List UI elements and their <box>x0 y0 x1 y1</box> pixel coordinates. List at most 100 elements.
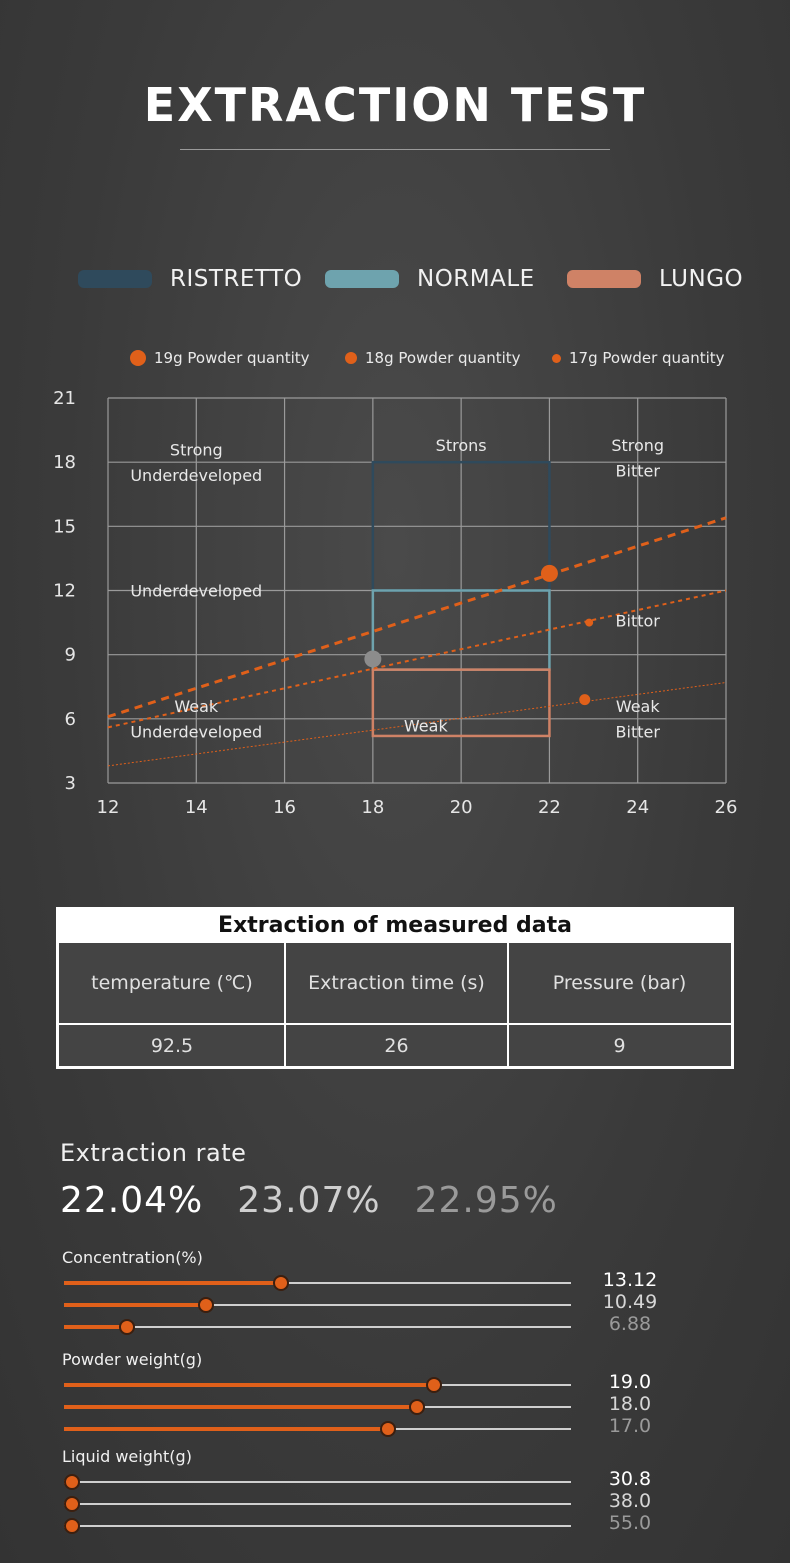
x-tick-label: 16 <box>273 797 296 818</box>
table-cell-time: 26 <box>384 1034 409 1057</box>
y-tick-label: 12 <box>53 581 76 602</box>
legend-label: NORMALE <box>417 266 535 292</box>
zone-label: Bitter <box>616 462 661 481</box>
x-tick-label: 24 <box>626 797 649 818</box>
table-divider <box>284 943 286 1066</box>
slider-track[interactable] <box>64 1518 571 1534</box>
page-title: EXTRACTION TEST <box>143 78 647 132</box>
slider-handle[interactable] <box>64 1474 81 1490</box>
zone-label: Weak <box>404 716 449 735</box>
zone-label: Underdeveloped <box>130 582 262 601</box>
x-tick-label: 14 <box>185 797 208 818</box>
zone-label: Weak <box>174 697 219 716</box>
slider-handle[interactable] <box>197 1297 214 1313</box>
legend-item-lungo: LUNGO <box>567 266 743 292</box>
slider-track[interactable] <box>64 1399 571 1415</box>
zone-label: Strong <box>611 436 664 455</box>
slider-fill <box>64 1405 417 1409</box>
zone-label: Strons <box>436 436 487 455</box>
legend-label: RISTRETTO <box>170 266 303 292</box>
slider-group-title: Powder weight(g) <box>62 1350 203 1369</box>
zone-label: Underdeveloped <box>130 466 262 485</box>
dot-icon <box>130 350 146 366</box>
slider-value: 17.0 <box>608 1415 652 1437</box>
extraction-chart: 12 14 16 18 20 22 24 26 3 6 9 12 15 18 21 Strong Underde… <box>53 388 738 818</box>
y-tick-label: 18 <box>53 452 76 473</box>
extraction-rate-title: Extraction rate <box>60 1139 247 1167</box>
slider-handle[interactable] <box>119 1319 136 1335</box>
dot-icon <box>345 352 357 364</box>
slider-handle[interactable] <box>379 1421 396 1437</box>
y-tick-label: 21 <box>53 388 76 409</box>
legend-swatch-ristretto <box>78 270 152 288</box>
slider-track[interactable] <box>64 1474 571 1490</box>
slider-group-title: Concentration(%) <box>62 1248 203 1267</box>
slider-fill <box>64 1383 435 1387</box>
slider-fill <box>64 1303 206 1307</box>
legend-item-normale: NORMALE <box>325 266 535 292</box>
table-header-pressure: Pressure (bar) <box>552 972 687 994</box>
slider-value: 10.49 <box>602 1291 658 1313</box>
table-divider <box>59 1023 731 1025</box>
slider-value: 30.8 <box>608 1468 652 1490</box>
data-point <box>579 694 591 706</box>
legend-swatch-lungo <box>567 270 641 288</box>
y-tick-label: 15 <box>53 516 76 537</box>
extraction-rate-17g: 22.95% <box>414 1180 558 1221</box>
slider-value: 55.0 <box>608 1512 652 1534</box>
slider-track[interactable] <box>64 1377 571 1393</box>
slider-track[interactable] <box>64 1496 571 1512</box>
table-title: Extraction of measured data <box>218 913 572 938</box>
zone-label: Weak <box>616 697 661 716</box>
table-header-temperature: temperature (℃) <box>91 972 253 994</box>
powder-legend-18g: 18g Powder quantity <box>345 349 521 367</box>
slider-value: 38.0 <box>608 1490 652 1512</box>
legend-swatch-normale <box>325 270 399 288</box>
zone-label: Underdeveloped <box>130 723 262 742</box>
slider-handle[interactable] <box>408 1399 425 1415</box>
title-divider <box>180 149 610 150</box>
slider-track[interactable] <box>64 1275 571 1291</box>
zone-label: Strong <box>170 440 223 459</box>
powder-legend: 19g Powder quantity 18g Powder quantity … <box>0 348 790 372</box>
powder-legend-label: 19g Powder quantity <box>154 349 310 367</box>
slider-value: 18.0 <box>608 1393 652 1415</box>
table-header-time: Extraction time (s) <box>308 972 485 994</box>
x-tick-label: 12 <box>97 797 120 818</box>
slider-handle[interactable] <box>64 1518 81 1534</box>
zone-label: Bittor <box>616 611 661 630</box>
table-cell-pressure: 9 <box>613 1034 626 1057</box>
data-point <box>540 564 558 582</box>
slider-track[interactable] <box>64 1421 571 1437</box>
slider-track[interactable] <box>64 1319 571 1335</box>
slider-value: 6.88 <box>608 1313 652 1335</box>
dot-icon <box>552 353 561 363</box>
slider-handle[interactable] <box>64 1496 81 1512</box>
slider-handle[interactable] <box>426 1377 443 1393</box>
extraction-rate-18g: 23.07% <box>237 1180 381 1221</box>
legend-item-ristretto: RISTRETTO <box>78 266 302 292</box>
roast-legend: RISTRETTO NORMALE LUNGO <box>0 266 790 302</box>
y-tick-label: 3 <box>65 773 76 794</box>
slider-group-title: Liquid weight(g) <box>62 1447 192 1466</box>
trend-line <box>107 589 727 729</box>
extraction-rate-values: 22.04% 23.07% 22.95% <box>60 1180 592 1221</box>
slider-fill <box>64 1427 388 1431</box>
slider-value: 19.0 <box>608 1371 652 1393</box>
powder-legend-19g: 19g Powder quantity <box>130 349 310 367</box>
powder-legend-17g: 17g Powder quantity <box>552 349 725 367</box>
zone-label: Bitter <box>616 723 661 742</box>
slider-track[interactable] <box>64 1297 571 1313</box>
measured-data-table: Extraction of measured data temperature … <box>56 907 734 1069</box>
x-tick-label: 18 <box>361 797 384 818</box>
legend-label: LUNGO <box>659 266 744 292</box>
region-box <box>371 668 551 738</box>
x-tick-label: 26 <box>715 797 738 818</box>
slider-handle[interactable] <box>272 1275 289 1291</box>
slider-value: 13.12 <box>602 1269 658 1291</box>
x-tick-label: 20 <box>450 797 473 818</box>
powder-legend-label: 17g Powder quantity <box>569 349 725 367</box>
y-tick-label: 9 <box>65 645 76 666</box>
x-tick-label: 22 <box>538 797 561 818</box>
table-cell-temperature: 92.5 <box>150 1034 194 1057</box>
